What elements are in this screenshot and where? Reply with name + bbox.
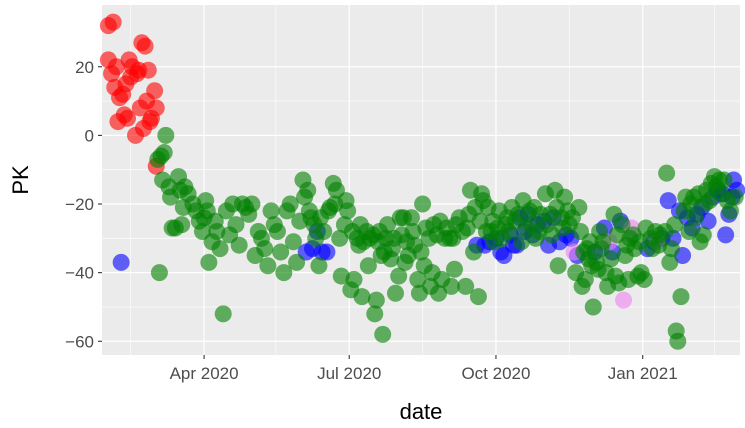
- data-point: [658, 164, 676, 182]
- x-axis-title: date: [400, 399, 443, 424]
- axis-ticks: [98, 66, 644, 359]
- data-point: [230, 236, 248, 254]
- data-point: [402, 209, 420, 227]
- data-point: [694, 226, 712, 244]
- data-point: [465, 243, 483, 261]
- data-point: [268, 222, 286, 240]
- panel-background: [102, 5, 740, 355]
- data-point: [259, 257, 277, 275]
- data-point: [662, 240, 680, 258]
- y-tick-label: 0: [85, 126, 94, 145]
- data-point: [715, 171, 733, 189]
- data-point: [602, 250, 620, 268]
- data-point: [146, 82, 164, 100]
- x-tick-label: Apr 2020: [170, 364, 239, 383]
- data-point: [211, 240, 229, 258]
- data-point: [353, 288, 371, 306]
- x-tick-label: Oct 2020: [461, 364, 530, 383]
- data-point: [386, 284, 404, 302]
- data-point: [299, 181, 317, 199]
- data-point: [576, 271, 594, 289]
- y-tick-label: −60: [65, 332, 94, 351]
- data-points: [99, 13, 745, 350]
- data-point: [155, 144, 173, 162]
- data-point: [227, 216, 245, 234]
- data-point: [666, 216, 684, 234]
- data-point: [414, 195, 432, 213]
- x-tick-label: Jul 2020: [317, 364, 381, 383]
- y-tick-label: −20: [65, 195, 94, 214]
- data-point: [717, 226, 735, 244]
- data-point: [310, 257, 328, 275]
- data-point: [281, 195, 299, 213]
- data-point: [139, 61, 157, 79]
- data-point: [615, 291, 633, 309]
- data-point: [570, 198, 588, 216]
- data-point: [208, 222, 226, 240]
- data-point: [430, 284, 448, 302]
- data-point: [119, 109, 137, 127]
- x-tick-label: Jan 2021: [608, 364, 678, 383]
- data-point: [680, 222, 698, 240]
- data-point: [366, 305, 384, 323]
- data-point: [469, 288, 487, 306]
- y-tick-label: −40: [65, 264, 94, 283]
- data-point: [556, 188, 574, 206]
- data-point: [404, 222, 422, 240]
- data-point: [379, 216, 397, 234]
- data-point: [445, 260, 463, 278]
- data-point: [594, 233, 612, 251]
- data-point: [457, 277, 475, 295]
- data-point: [659, 192, 677, 210]
- y-tick-labels: −60 −40 −20 0 20: [65, 58, 94, 352]
- data-point: [256, 240, 274, 258]
- data-point: [107, 58, 125, 76]
- data-point: [332, 267, 350, 285]
- data-point: [339, 202, 357, 220]
- data-point: [318, 243, 336, 261]
- data-point: [275, 264, 293, 282]
- data-point: [669, 332, 687, 350]
- data-point: [458, 219, 476, 237]
- data-point: [390, 267, 408, 285]
- data-point: [359, 257, 377, 275]
- data-point: [412, 243, 430, 261]
- data-point: [374, 325, 392, 343]
- data-point: [104, 13, 122, 31]
- y-tick-label: 20: [75, 58, 94, 77]
- data-point: [367, 291, 385, 309]
- data-point: [288, 253, 306, 271]
- data-point: [726, 188, 744, 206]
- data-point: [214, 305, 232, 323]
- data-point: [272, 243, 290, 261]
- data-point: [613, 216, 631, 234]
- y-axis-title: PK: [8, 165, 33, 195]
- data-point: [686, 209, 704, 227]
- data-point: [699, 212, 717, 230]
- data-point: [200, 253, 218, 271]
- data-point: [635, 271, 653, 289]
- data-point: [243, 195, 261, 213]
- data-point: [345, 271, 363, 289]
- data-point: [157, 126, 175, 144]
- data-point: [150, 264, 168, 282]
- data-point: [315, 222, 333, 240]
- data-point: [721, 202, 739, 220]
- data-point: [284, 233, 302, 251]
- data-point: [549, 257, 567, 275]
- data-point: [442, 277, 460, 295]
- data-point: [147, 99, 165, 117]
- x-tick-labels: Apr 2020 Jul 2020 Oct 2020 Jan 2021: [170, 364, 678, 383]
- data-point: [262, 202, 280, 220]
- data-point: [112, 253, 130, 271]
- data-point: [136, 37, 154, 55]
- data-point: [512, 233, 530, 251]
- data-point: [661, 253, 679, 271]
- data-point: [584, 298, 602, 316]
- data-point: [173, 216, 191, 234]
- data-point: [331, 229, 349, 247]
- data-point: [409, 271, 427, 289]
- data-point: [672, 288, 690, 306]
